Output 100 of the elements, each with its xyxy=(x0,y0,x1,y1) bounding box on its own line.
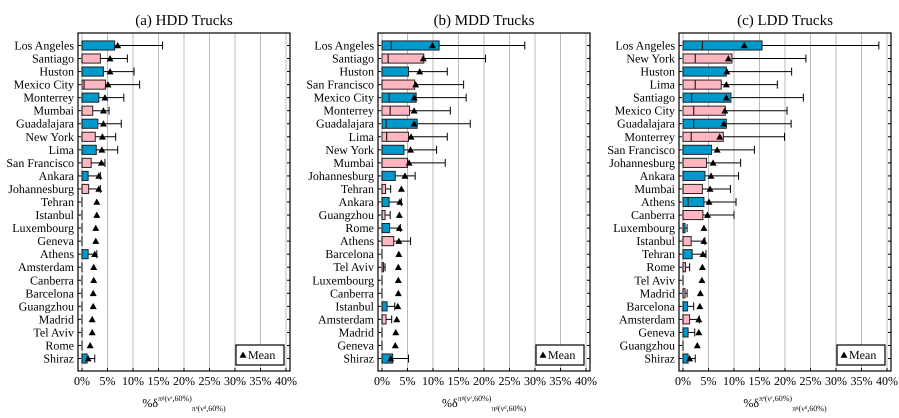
x-tick-label: 25% xyxy=(498,374,520,388)
point xyxy=(396,224,403,231)
y-tick-label: Tel Aviv xyxy=(33,325,74,340)
y-tick-label: Lima xyxy=(650,78,676,92)
point xyxy=(394,264,402,270)
point xyxy=(706,198,713,205)
x-tick-label: 30% xyxy=(224,374,246,388)
y-tick-label: Istanbul xyxy=(335,299,375,314)
y-tick-label: Madrid xyxy=(38,312,74,326)
point xyxy=(95,172,102,179)
y-tick-label: Luxembourg xyxy=(312,273,374,288)
y-tick-label: New York xyxy=(325,142,374,157)
point xyxy=(104,81,112,88)
point xyxy=(695,316,702,322)
y-tick-label: Shiraz xyxy=(43,352,74,366)
y-tick-label: Los Angeles xyxy=(615,38,676,52)
point xyxy=(710,159,717,166)
y-tick-label: San Francisco xyxy=(6,156,74,170)
point xyxy=(392,342,399,348)
point xyxy=(395,238,402,244)
point xyxy=(92,224,100,231)
y-tick-label: Huston xyxy=(339,64,374,79)
x-tick-label: 40% xyxy=(275,374,297,388)
point xyxy=(93,198,100,205)
point xyxy=(716,133,724,140)
y-tick-label: Rome xyxy=(45,338,74,352)
point xyxy=(101,94,108,100)
y-tick-label: Huston xyxy=(640,64,675,79)
y-tick-label: Madrid xyxy=(640,286,675,300)
x-tick-label: 15% xyxy=(148,374,170,388)
y-tick-label: Monterrey xyxy=(624,130,675,144)
point xyxy=(92,238,100,244)
point xyxy=(406,159,413,166)
point xyxy=(724,55,732,62)
y-tick-label: Amsterdam xyxy=(318,312,375,326)
point xyxy=(699,250,706,257)
point xyxy=(396,198,404,205)
point xyxy=(722,81,730,88)
y-tick-label: San Francisco xyxy=(306,78,374,92)
y-tick-label: Madrid xyxy=(338,325,374,340)
point xyxy=(706,185,714,192)
point xyxy=(694,342,701,348)
x-tick-label: 10% xyxy=(723,374,745,388)
y-tick-label: Monterrey xyxy=(323,104,374,118)
x-tick-label: 20% xyxy=(173,374,195,388)
point xyxy=(410,94,418,100)
point xyxy=(720,120,728,127)
y-tick-label: Tehran xyxy=(40,195,74,209)
y-tick-label: Luxembourg xyxy=(12,221,74,236)
point xyxy=(695,328,702,336)
y-tick-label: Santiago xyxy=(32,52,74,66)
x-tick-label: 0% xyxy=(374,374,390,388)
y-tick-label: Barcelona xyxy=(25,286,75,300)
x-tick-label: 0% xyxy=(74,374,90,388)
x-tick-label: 15% xyxy=(448,374,470,388)
x-tick-label: 40% xyxy=(876,374,898,388)
point xyxy=(100,120,107,127)
y-tick-label: Monterrey xyxy=(23,90,74,105)
y-tick-label: Geneva xyxy=(337,338,375,352)
y-tick-label: Athens xyxy=(40,247,74,262)
x-tick-label: 35% xyxy=(850,374,872,388)
y-tick-label: Tel Aviv xyxy=(634,273,675,288)
point xyxy=(106,68,114,74)
point xyxy=(93,212,100,218)
y-tick-label: Tel Aviv xyxy=(333,260,374,274)
chart-title: (a) HDD Trucks xyxy=(135,13,233,29)
point xyxy=(392,328,400,336)
point xyxy=(401,172,408,179)
point xyxy=(86,342,94,348)
y-tick-label: Canberra xyxy=(631,208,676,222)
x-tick-label: 30% xyxy=(524,374,546,388)
point xyxy=(84,355,92,362)
y-tick-label: Tehran xyxy=(642,247,675,262)
x-tick-label: 20% xyxy=(473,374,495,388)
y-tick-label: Barcelona xyxy=(325,247,375,262)
y-tick-label: Tehran xyxy=(340,182,374,196)
y-tick-label: Ankara xyxy=(38,168,75,183)
x-tick-label: 5% xyxy=(400,374,416,388)
y-tick-label: Santiago xyxy=(633,90,675,105)
point xyxy=(88,316,96,322)
x-tick-label: 35% xyxy=(250,374,272,388)
point xyxy=(416,68,424,74)
point xyxy=(90,302,97,310)
point xyxy=(408,133,415,140)
y-tick-label: Canberra xyxy=(330,286,375,300)
y-tick-label: Santiago xyxy=(332,52,374,66)
x-tick-label: 30% xyxy=(825,374,847,388)
chart-title: (b) MDD Trucks xyxy=(434,13,535,29)
y-tick-label: Geneva xyxy=(37,234,75,248)
point xyxy=(95,185,102,192)
y-tick-label: Guadalajara xyxy=(316,116,375,131)
y-tick-label: Istanbul xyxy=(35,208,75,222)
y-tick-label: Mexico City xyxy=(314,90,374,105)
point xyxy=(428,42,436,48)
y-tick-label: Ankara xyxy=(640,168,676,183)
point xyxy=(394,290,402,296)
point xyxy=(698,276,706,284)
point xyxy=(393,316,400,322)
y-tick-label: Amsterdam xyxy=(619,312,676,326)
y-tick-label: Los Angeles xyxy=(314,38,374,52)
